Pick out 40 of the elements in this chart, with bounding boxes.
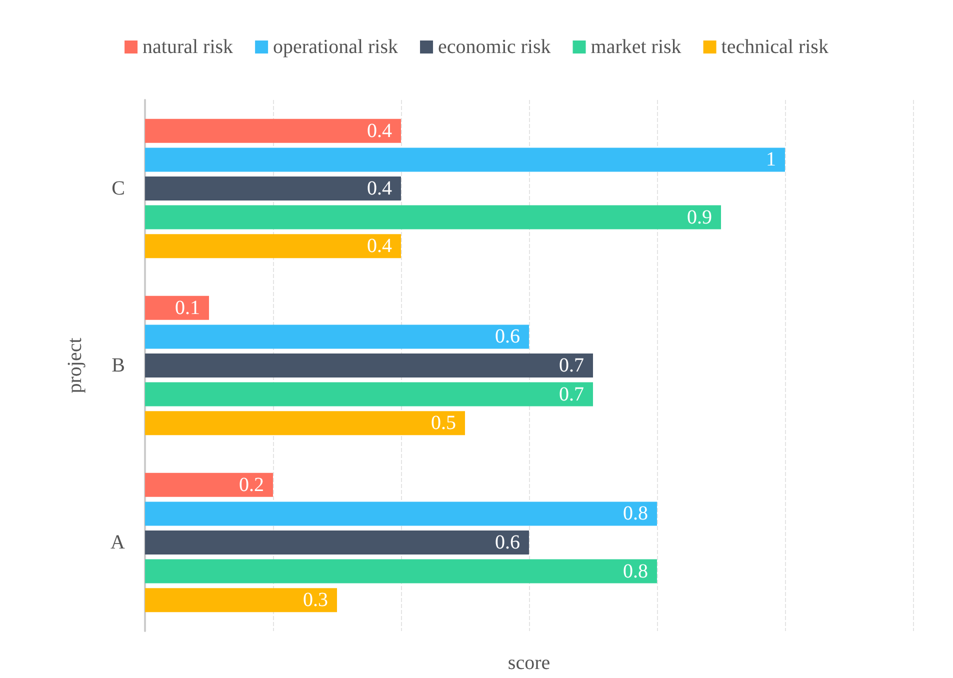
data-label: 0.5 (431, 412, 456, 434)
data-label: 0.1 (175, 296, 200, 319)
data-label: 0.8 (623, 502, 648, 525)
bar (145, 324, 529, 349)
bar (145, 472, 273, 497)
data-label: 0.4 (367, 178, 392, 200)
data-label: 0.6 (495, 326, 520, 348)
data-label: 1 (766, 148, 776, 171)
bar (145, 148, 785, 172)
legend-label: natural risk (142, 36, 234, 58)
data-label: 0.8 (623, 560, 648, 582)
bar (145, 588, 337, 612)
y-tick-label: C (112, 178, 125, 200)
legend-label: market risk (590, 36, 682, 58)
legend-label: operational risk (273, 36, 398, 58)
legend-label: economic risk (438, 36, 551, 58)
bar (145, 176, 401, 200)
data-label: 0.4 (367, 235, 392, 258)
bar (145, 411, 465, 436)
data-label: 0.3 (303, 589, 328, 612)
bar (145, 205, 721, 230)
bar (145, 530, 529, 554)
y-axis-title: project (64, 337, 86, 394)
bar (145, 234, 401, 258)
data-label: 0.6 (495, 532, 520, 554)
legend-label: technical risk (721, 36, 828, 58)
bar (145, 296, 209, 320)
bar (145, 118, 401, 143)
bar (145, 382, 593, 406)
y-tick-label: A (110, 532, 126, 554)
x-axis-title: score (508, 652, 550, 674)
bar (145, 559, 657, 584)
bar (145, 502, 657, 526)
data-label: 0.2 (239, 474, 264, 496)
data-label: 0.7 (559, 383, 584, 406)
data-label: 0.4 (367, 120, 392, 142)
data-label: 0.7 (559, 354, 584, 376)
data-label: 0.9 (687, 206, 712, 228)
bar (145, 354, 593, 378)
y-tick-label: B (112, 354, 125, 376)
